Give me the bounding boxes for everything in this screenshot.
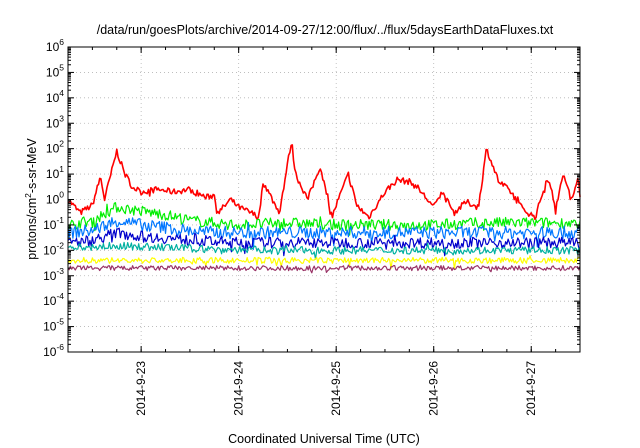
y-tick-label: 10-4 — [43, 291, 64, 308]
series-line — [67, 264, 581, 274]
y-tick-label: 103 — [46, 113, 64, 130]
x-tick-label: 2014-9-25 — [329, 361, 343, 416]
series-line — [68, 241, 581, 260]
y-tick-label: 10-1 — [43, 215, 64, 232]
data-series — [67, 144, 581, 274]
y-tick-label: 10-2 — [43, 240, 64, 257]
y-tick-label: 10-3 — [43, 266, 64, 283]
y-axis-label-main: protons/cm — [25, 198, 39, 260]
x-tick-label: 2014-9-24 — [232, 361, 246, 416]
x-axis-label: Coordinated Universal Time (UTC) — [228, 432, 420, 446]
x-tick-label: 2014-9-23 — [134, 361, 148, 416]
series-line — [67, 202, 581, 236]
series-line — [67, 217, 581, 251]
y-tick-label: 105 — [46, 62, 64, 79]
y-axis-label-superscript: 2 — [23, 193, 33, 198]
series-line — [67, 144, 581, 221]
y-tick-label: 10-5 — [43, 317, 64, 334]
x-tick-label: 2014-9-27 — [524, 361, 538, 416]
y-axis-label: protons/cm2-s-sr-MeV — [23, 138, 39, 260]
series-line — [67, 255, 581, 270]
x-axis: 2014-9-23 2014-9-24 2014-9-25 2014-9-26 2014… — [67, 47, 581, 416]
y-tick-label: 101 — [46, 164, 64, 181]
x-tick-label: 2014-9-26 — [427, 361, 441, 416]
y-tick-label: 10-6 — [43, 342, 64, 359]
y-tick-label: 100 — [46, 190, 64, 207]
grid-lines — [68, 47, 580, 352]
y-tick-label: 104 — [46, 88, 64, 105]
y-axis: 10-6 10-5 10-4 10-3 10-2 10-1 100 101 102 103 104 1… — [43, 37, 580, 359]
y-axis-label-rest: -s-sr-MeV — [25, 138, 39, 194]
y-tick-label: 106 — [46, 37, 64, 54]
y-tick-label: 102 — [46, 139, 64, 156]
chart-title: /data/run/goesPlots/archive/2014-09-27/1… — [97, 23, 554, 37]
series-line — [67, 227, 581, 257]
